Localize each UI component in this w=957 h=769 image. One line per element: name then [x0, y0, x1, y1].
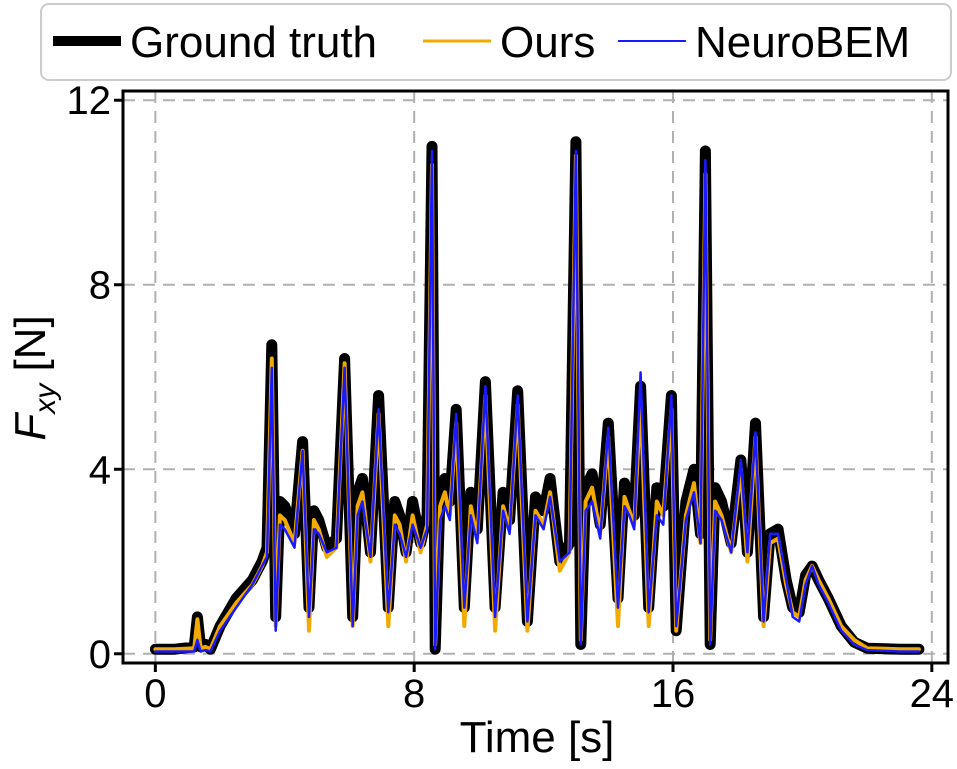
- x-tick-label: 8: [403, 672, 425, 716]
- axis-ticks: 0 8 16 24 0 4 8 12: [67, 79, 955, 716]
- series-lines: [149, 136, 925, 655]
- legend: Ground truth Ours NeuroBEM: [40, 3, 952, 81]
- x-axis-label: Time [s]: [460, 713, 615, 762]
- legend-entry-ours: Ours: [423, 18, 595, 67]
- legend-box: [40, 3, 952, 81]
- series-line-neurobem: [154, 149, 921, 653]
- x-tick-label: 16: [651, 672, 696, 716]
- x-tick-label: 24: [910, 672, 955, 716]
- y-tick-label: 12: [67, 79, 112, 123]
- plot-frame: [121, 89, 950, 665]
- legend-label-neurobem: NeuroBEM: [695, 18, 910, 67]
- y-tick-label: 4: [89, 448, 111, 492]
- y-tick-label: 0: [89, 633, 111, 677]
- x-tick-label: 0: [144, 672, 166, 716]
- y-tick-label: 8: [89, 264, 111, 308]
- legend-label-ours: Ours: [500, 18, 595, 67]
- legend-entry-neurobem: NeuroBEM: [618, 18, 910, 67]
- legend-entry-ground-truth: Ground truth: [53, 18, 377, 67]
- grid-lines: [123, 91, 948, 663]
- legend-label-ground-truth: Ground truth: [130, 18, 377, 67]
- y-axis-label: Fxy [N]: [6, 315, 62, 440]
